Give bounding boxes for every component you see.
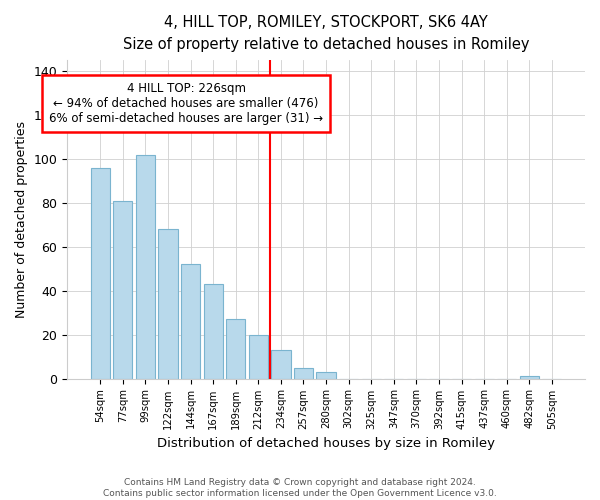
Bar: [136, 154, 155, 378]
Bar: [203, 284, 223, 378]
Bar: [91, 168, 110, 378]
Bar: [520, 376, 539, 378]
Y-axis label: Number of detached properties: Number of detached properties: [15, 121, 28, 318]
Bar: [113, 201, 133, 378]
Title: 4, HILL TOP, ROMILEY, STOCKPORT, SK6 4AY
Size of property relative to detached h: 4, HILL TOP, ROMILEY, STOCKPORT, SK6 4AY…: [123, 15, 529, 52]
Bar: [226, 320, 245, 378]
Bar: [249, 334, 268, 378]
Text: 4 HILL TOP: 226sqm
← 94% of detached houses are smaller (476)
6% of semi-detache: 4 HILL TOP: 226sqm ← 94% of detached hou…: [49, 82, 323, 126]
Bar: [294, 368, 313, 378]
Bar: [271, 350, 290, 378]
Bar: [316, 372, 335, 378]
X-axis label: Distribution of detached houses by size in Romiley: Distribution of detached houses by size …: [157, 437, 495, 450]
Bar: [181, 264, 200, 378]
Text: Contains HM Land Registry data © Crown copyright and database right 2024.
Contai: Contains HM Land Registry data © Crown c…: [103, 478, 497, 498]
Bar: [158, 230, 178, 378]
